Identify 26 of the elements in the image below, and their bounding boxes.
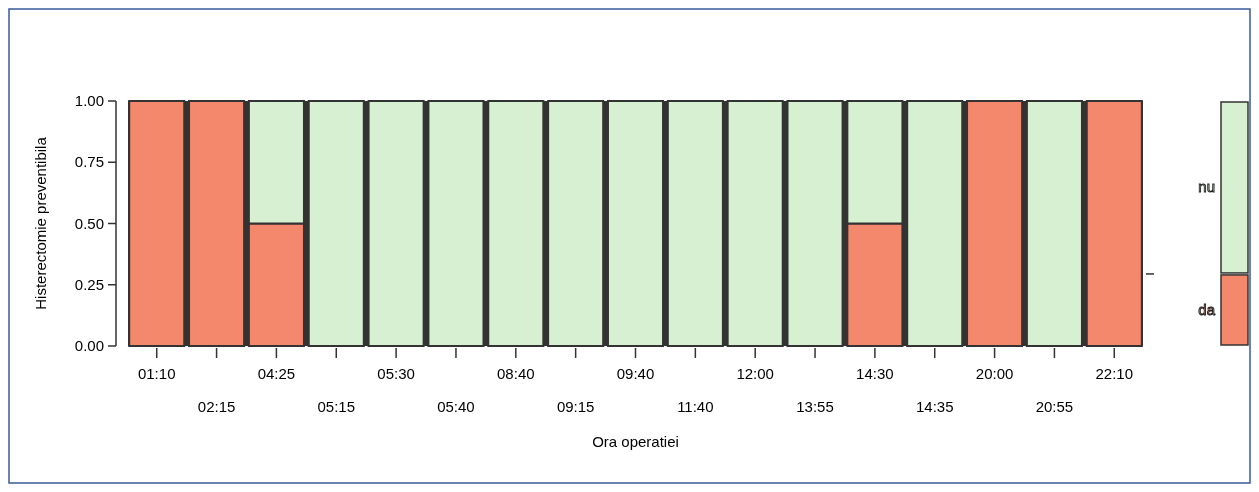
x-tick-label: 22:10: [1095, 365, 1134, 382]
x-tick-label: 14:30: [856, 365, 894, 382]
x-tick-label: 08:40: [497, 365, 535, 382]
x-tick-label: 04:25: [257, 365, 296, 382]
x-tick-label: 02:15: [197, 398, 236, 415]
y-tick-label: 0.75: [74, 153, 104, 171]
x-tick-label: 14:35: [915, 398, 954, 415]
x-axis-title: Ora operatiei: [592, 433, 679, 450]
x-tick-label: 09:40: [616, 365, 655, 382]
x-tick-label: 20:55: [1035, 398, 1074, 415]
y-axis-title: Histerectomie preventibila: [32, 136, 49, 310]
x-tick-label: 12:00: [736, 365, 774, 382]
y-tick-label: 0.00: [74, 337, 104, 354]
x-tick-label: 01:10: [137, 365, 176, 382]
x-tick-label: 05:15: [317, 398, 356, 415]
x-tick-label: 11:40: [677, 398, 714, 415]
y-tick-label: 1.00: [74, 92, 104, 109]
x-tick-label: 09:15: [556, 398, 595, 415]
text: nu: [1198, 178, 1215, 196]
y-tick-label: 0.50: [74, 214, 104, 232]
x-tick-label: 05:40: [437, 398, 475, 415]
text: da: [1198, 300, 1216, 318]
x-tick-label: 05:30: [377, 365, 415, 382]
x-tick-label: 20:00: [975, 365, 1014, 382]
x-tick-label: 13:55: [796, 398, 834, 415]
y-tick-label: 0.25: [74, 275, 104, 293]
